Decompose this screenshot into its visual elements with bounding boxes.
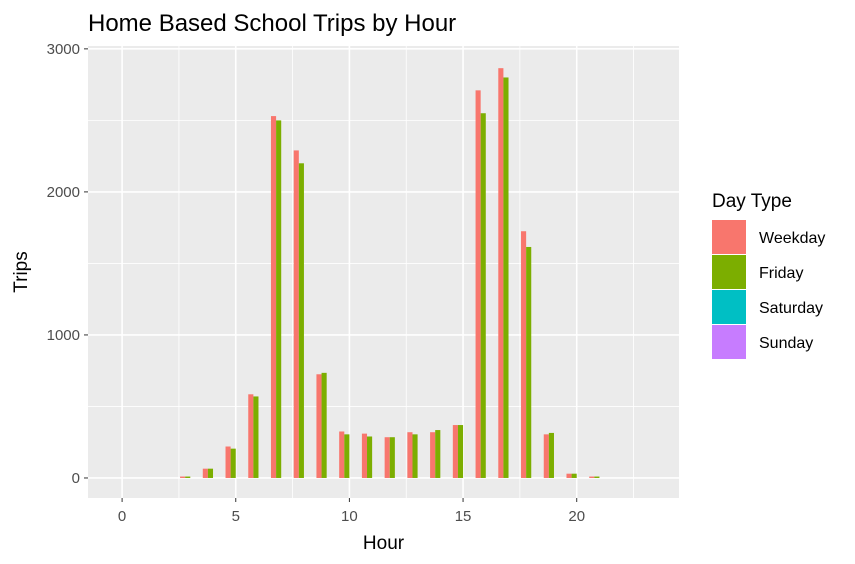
- bar-friday-hour-3: [185, 476, 191, 478]
- bar-weekday-hour-19: [543, 434, 549, 478]
- legend-label-weekday: Weekday: [759, 230, 825, 247]
- bar-weekday-hour-12: [384, 437, 390, 478]
- y-tick-label: 2000: [47, 184, 80, 201]
- x-tick-label: 20: [568, 508, 585, 525]
- bar-friday-hour-8: [298, 163, 304, 478]
- y-axis-title: Trips: [11, 251, 32, 293]
- y-tick-label: 0: [72, 470, 80, 487]
- bar-friday-hour-14: [435, 430, 441, 478]
- x-axis: 0 5 10 15 20: [118, 498, 585, 525]
- legend-title: Day Type: [712, 191, 792, 212]
- legend-key-friday: [712, 255, 746, 289]
- legend-label-saturday: Saturday: [759, 300, 823, 317]
- bar-weekday-hour-14: [430, 432, 436, 478]
- bar-weekday-hour-4: [202, 468, 208, 478]
- bar-weekday-hour-6: [248, 394, 254, 478]
- bar-friday-hour-15: [457, 425, 464, 478]
- bar-friday-hour-9: [321, 372, 327, 478]
- legend-label-sunday: Sunday: [759, 335, 813, 352]
- bar-friday-hour-6: [253, 396, 259, 478]
- bar-friday-hour-16: [480, 113, 486, 478]
- bar-weekday-hour-8: [293, 150, 299, 478]
- bar-friday-hour-19: [548, 432, 554, 478]
- bar-friday-hour-21: [594, 476, 600, 478]
- bar-friday-hour-17: [503, 77, 509, 478]
- bar-friday-hour-12: [389, 437, 395, 478]
- bar-weekday-hour-5: [225, 446, 231, 478]
- chart-title: Home Based School Trips by Hour: [88, 10, 456, 37]
- bar-weekday-hour-15: [452, 425, 458, 478]
- plot-panel: [88, 46, 679, 498]
- x-tick-label: 10: [341, 508, 358, 525]
- legend-key-saturday: [712, 290, 746, 324]
- bar-friday-hour-10: [344, 434, 350, 478]
- x-tick-label: 5: [232, 508, 240, 525]
- legend: Day Type Weekday Friday Saturday Sunday: [712, 191, 825, 359]
- legend-label-friday: Friday: [759, 265, 803, 282]
- bar-weekday-hour-9: [316, 374, 322, 478]
- bar-weekday-hour-7: [270, 116, 277, 478]
- bar-friday-hour-4: [207, 468, 214, 478]
- x-tick-label: 0: [118, 508, 126, 525]
- bar-weekday-hour-3: [180, 476, 186, 478]
- bar-friday-hour-18: [526, 246, 532, 478]
- y-tick-label: 1000: [47, 327, 80, 344]
- y-axis: 0 1000 2000 3000: [47, 41, 88, 487]
- bar-friday-hour-11: [367, 436, 373, 478]
- bar-weekday-hour-13: [407, 432, 413, 478]
- bar-weekday-hour-17: [498, 68, 504, 478]
- bar-weekday-hour-10: [339, 431, 345, 478]
- bar-friday-hour-20: [571, 473, 577, 478]
- bar-friday-hour-13: [412, 434, 418, 478]
- bar-weekday-hour-20: [566, 473, 572, 478]
- bar-weekday-hour-16: [475, 90, 481, 478]
- minor-gridlines: [88, 46, 679, 498]
- bars: [180, 68, 600, 478]
- bar-weekday-hour-18: [521, 231, 527, 478]
- x-axis-title: Hour: [363, 533, 405, 554]
- legend-key-weekday: [712, 220, 746, 254]
- bar-friday-hour-5: [230, 448, 236, 478]
- bar-friday-hour-7: [276, 120, 282, 478]
- x-tick-label: 15: [455, 508, 472, 525]
- legend-key-sunday: [712, 325, 746, 359]
- bar-weekday-hour-21: [589, 476, 595, 478]
- bar-weekday-hour-11: [361, 433, 368, 478]
- y-tick-label: 3000: [47, 41, 80, 58]
